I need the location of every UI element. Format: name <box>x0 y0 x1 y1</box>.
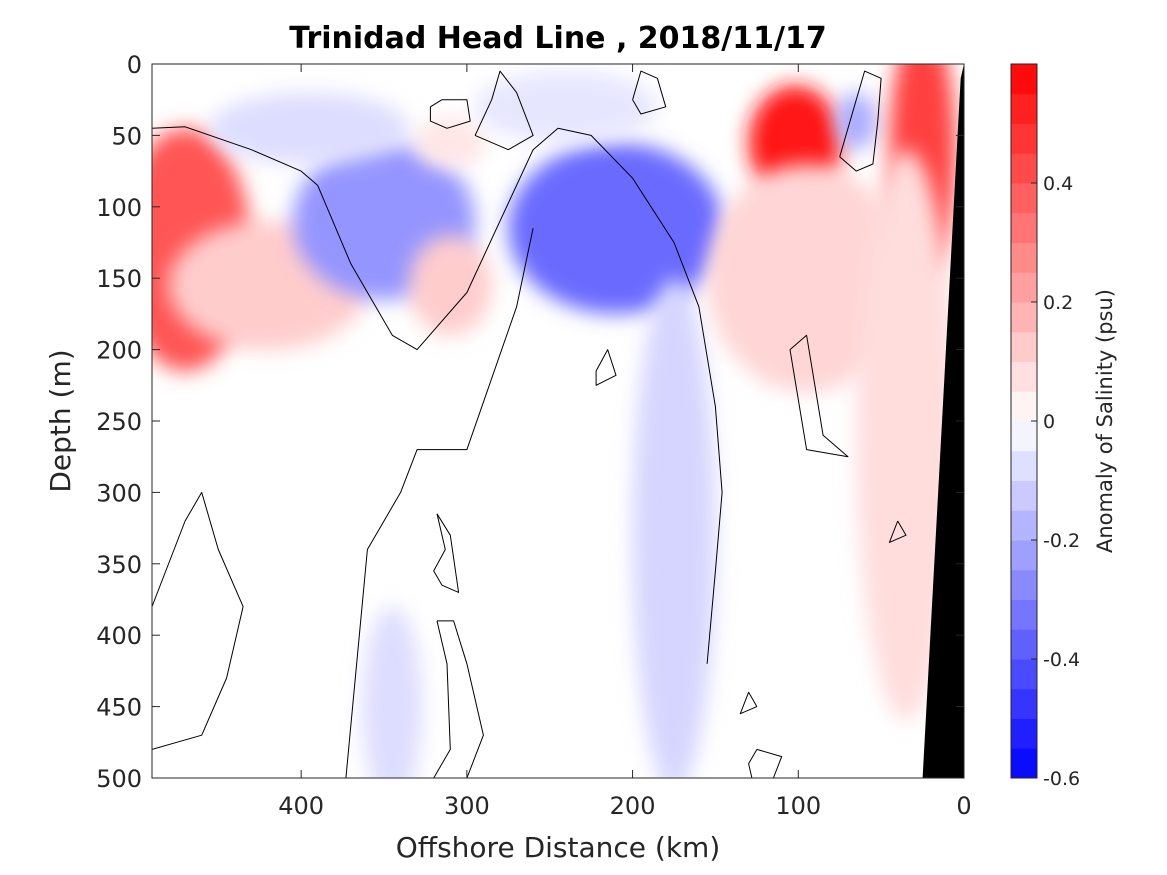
colorbar-segment-1 <box>1011 718 1037 749</box>
colorbar-segment-5 <box>1011 599 1037 630</box>
colorbar-segment-16 <box>1011 272 1037 303</box>
anomaly-field <box>152 64 956 778</box>
colorbar-segment-9 <box>1011 480 1037 511</box>
x-axis-title: Offshore Distance (km) <box>396 831 721 864</box>
x-tick-label-0: 400 <box>278 792 324 820</box>
colorbar-tick-label-1: 0.2 <box>1043 292 1073 314</box>
colorbar-segment-13 <box>1011 361 1037 392</box>
colorbar-segment-7 <box>1011 540 1037 571</box>
zero-contour-8 <box>152 491 244 750</box>
y-tick-label-10: 500 <box>96 765 142 793</box>
colorbar-segment-15 <box>1011 302 1037 333</box>
colorbar-ticks: 0.4 0.2 0 -0.2 -0.4 -0.6 <box>1031 173 1080 790</box>
zero-contour-2 <box>429 99 471 129</box>
colorbar-segment-18 <box>1011 212 1037 243</box>
y-tick-label-1: 50 <box>111 122 142 150</box>
colorbar-segment-19 <box>1011 183 1037 214</box>
colorbar-segment-10 <box>1011 450 1037 481</box>
zero-contour-5 <box>595 349 617 386</box>
x-tick-label-2: 200 <box>610 792 656 820</box>
x-tick-label-1: 300 <box>444 792 490 820</box>
zero-contour-9 <box>433 513 460 593</box>
y-tick-label-8: 400 <box>96 622 142 650</box>
y-tick-label-4: 200 <box>96 337 142 365</box>
y-tick-label-5: 250 <box>96 408 142 436</box>
colorbar-segment-6 <box>1011 569 1037 600</box>
anomaly-blob-7 <box>632 278 716 778</box>
colorbar-tick-label-5: -0.6 <box>1043 768 1080 790</box>
y-axis-title: Depth (m) <box>44 349 77 492</box>
colorbar-tick-label-3: -0.2 <box>1043 530 1080 552</box>
x-tick-label-4: 0 <box>956 792 971 820</box>
colorbar-segment-8 <box>1011 510 1037 541</box>
seafloor-mask <box>922 64 964 778</box>
colorbar-segment-12 <box>1011 391 1037 422</box>
chart-title: Trinidad Head Line , 2018/11/17 <box>289 21 826 56</box>
colorbar-title: Anomaly of Salinity (psu) <box>1093 289 1117 553</box>
y-tick-label-7: 350 <box>96 551 142 579</box>
anomaly-blob-6 <box>508 142 724 314</box>
anomaly-blob-14 <box>475 71 658 143</box>
anomaly-blob-8 <box>362 606 423 778</box>
colorbar-tick-label-2: 0 <box>1043 411 1055 433</box>
colorbar-tick-label-4: -0.4 <box>1043 649 1080 671</box>
colorbar-segment-22 <box>1011 93 1037 124</box>
colorbar-segment-17 <box>1011 242 1037 273</box>
seafloor-polygon <box>922 64 964 778</box>
zero-contour-12 <box>748 748 783 778</box>
colorbar-segment-11 <box>1011 421 1037 452</box>
x-tick-label-3: 100 <box>775 792 821 820</box>
zero-contour-10 <box>433 620 484 778</box>
zero-contour-4 <box>632 70 667 115</box>
colorbar-segment-20 <box>1011 153 1037 184</box>
zero-contour-6 <box>789 334 849 458</box>
zero-contour-0 <box>152 126 723 664</box>
colorbar-segment-21 <box>1011 123 1037 154</box>
anomaly-blob-5 <box>413 116 487 169</box>
zero-contour-3 <box>474 70 534 151</box>
anomaly-blob-10 <box>707 163 906 393</box>
colorbar-segment-2 <box>1011 688 1037 719</box>
colorbar-frame <box>1010 63 1038 779</box>
y-tick-label-9: 450 <box>96 694 142 722</box>
zero-contour-11 <box>739 691 758 715</box>
colorbar-segment-14 <box>1011 331 1037 362</box>
zero-contour-7 <box>839 70 882 172</box>
zero-contour-lines <box>152 70 907 778</box>
colorbar-tick-label-0: 0.4 <box>1043 173 1073 195</box>
anomaly-blob-4 <box>408 235 492 336</box>
x-axis-ticks: 400 300 200 100 0 <box>278 64 972 820</box>
colorbar-segment-4 <box>1011 629 1037 660</box>
colorbar-segment-23 <box>1011 64 1037 95</box>
y-tick-label-3: 150 <box>96 265 142 293</box>
zero-contour-13 <box>888 520 907 543</box>
y-axis-ticks: 0 50 100 150 200 250 300 350 400 450 500 <box>96 51 964 793</box>
anomaly-blob-13 <box>856 149 956 721</box>
colorbar-segment-3 <box>1011 659 1037 690</box>
y-tick-label-0: 0 <box>127 51 142 79</box>
y-tick-label-6: 300 <box>96 479 142 507</box>
zero-contour-1 <box>345 228 534 778</box>
colorbar <box>1011 64 1037 779</box>
colorbar-segment-0 <box>1011 748 1037 779</box>
y-tick-label-2: 100 <box>96 194 142 222</box>
anomaly-blob-3 <box>209 92 409 164</box>
